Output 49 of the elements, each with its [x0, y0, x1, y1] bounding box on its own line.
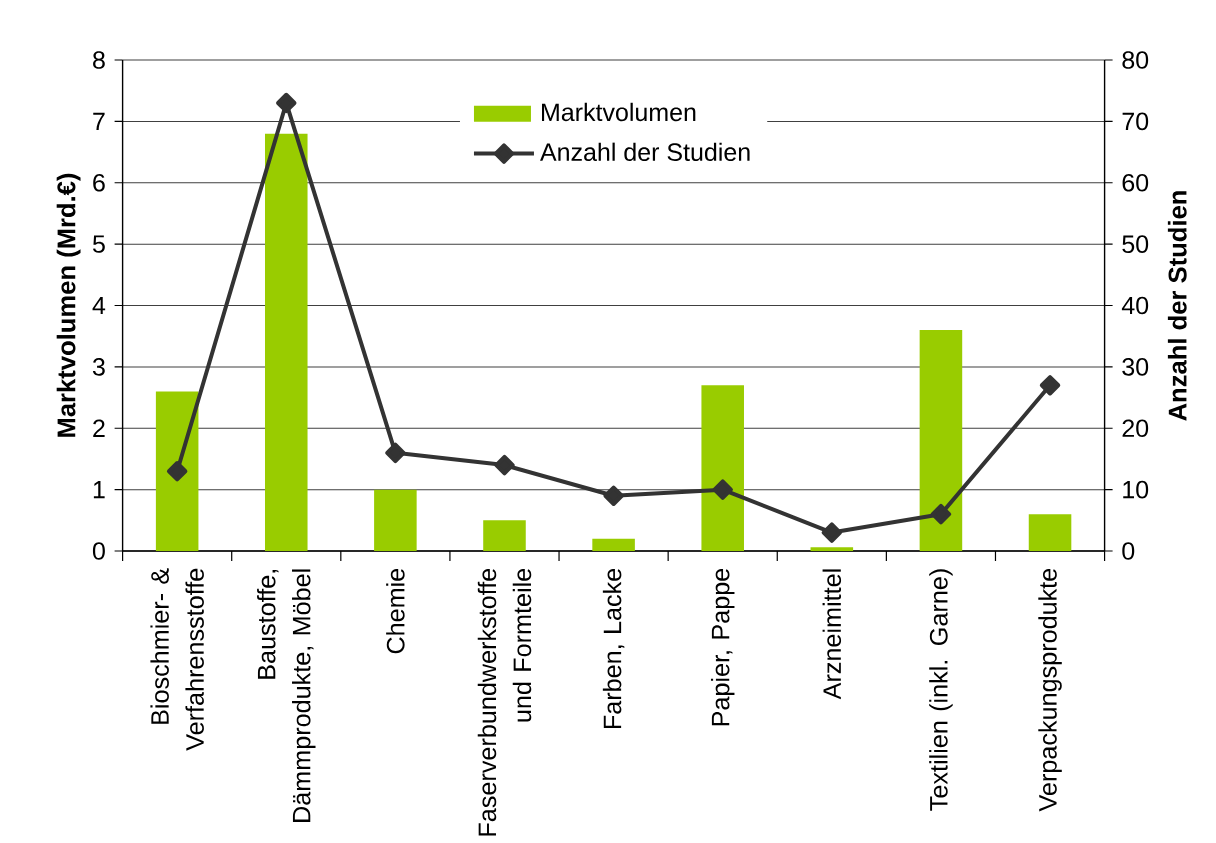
y2-tick-label: 50	[1122, 235, 1149, 253]
x-tick-label: Baustoffe, Dämmprodukte, Möbel	[257, 569, 316, 822]
y2-tick-label: 20	[1122, 419, 1149, 438]
bar	[810, 547, 854, 552]
x-tick-label: Papier, Pappe	[710, 568, 735, 726]
x-tick-label: Arzneimittel	[822, 569, 842, 700]
x-tick-label: Bioschmier- & Verfahrensstoffe	[150, 568, 204, 751]
y2-tick-label: 80	[1122, 51, 1149, 69]
x-tick-label: Faserverbundwerkstoffe und Formteile	[477, 568, 532, 836]
point	[276, 92, 297, 114]
bar	[155, 391, 199, 552]
bar	[483, 520, 526, 552]
y-tick-label: 4	[92, 296, 106, 315]
point	[712, 479, 733, 500]
y2-tick-label: 30	[1122, 358, 1149, 376]
y-tick-label: 3	[92, 358, 105, 376]
y-tick-label: 2	[93, 419, 105, 437]
point	[821, 522, 843, 543]
point	[385, 442, 406, 464]
y2-tick-label: 60	[1122, 173, 1149, 192]
y2-tick-label: 0	[1122, 542, 1135, 560]
x-tick-label: Verpackungsprodukte	[1038, 568, 1062, 812]
y-tick-label: 7	[93, 112, 105, 130]
x-tick-label: Chemie	[386, 568, 405, 654]
y-tick-label: 0	[92, 542, 105, 560]
x-tick-label: Textilien (inkl. Garne)	[929, 569, 953, 811]
bar	[592, 538, 635, 552]
y2-tick-label: 40	[1121, 296, 1149, 315]
y-tick-label: 6	[93, 173, 105, 192]
y-tick-label: 5	[92, 235, 105, 253]
y2-axis-title: Anzahl der Studien	[1167, 191, 1187, 421]
bar	[374, 489, 417, 552]
point	[603, 485, 624, 506]
bar	[264, 133, 308, 552]
bar	[701, 385, 744, 552]
point	[1039, 375, 1061, 396]
y-tick-label: 1	[93, 481, 105, 499]
bar	[1028, 514, 1072, 552]
legend-label: Marktvolumen	[542, 102, 696, 122]
x-tick-label: Farben, Lacke	[602, 568, 625, 729]
point	[166, 461, 188, 482]
y2-tick-label: 70	[1122, 112, 1149, 131]
y-axis-title: Marktvolumen (Mrd.€)	[56, 173, 81, 437]
bar	[919, 330, 963, 552]
y-tick-label: 8	[93, 51, 105, 69]
legend-label: Anzahl der Studien	[540, 142, 750, 162]
y2-tick-label: 10	[1123, 480, 1149, 499]
point	[930, 503, 952, 525]
point	[494, 454, 515, 476]
